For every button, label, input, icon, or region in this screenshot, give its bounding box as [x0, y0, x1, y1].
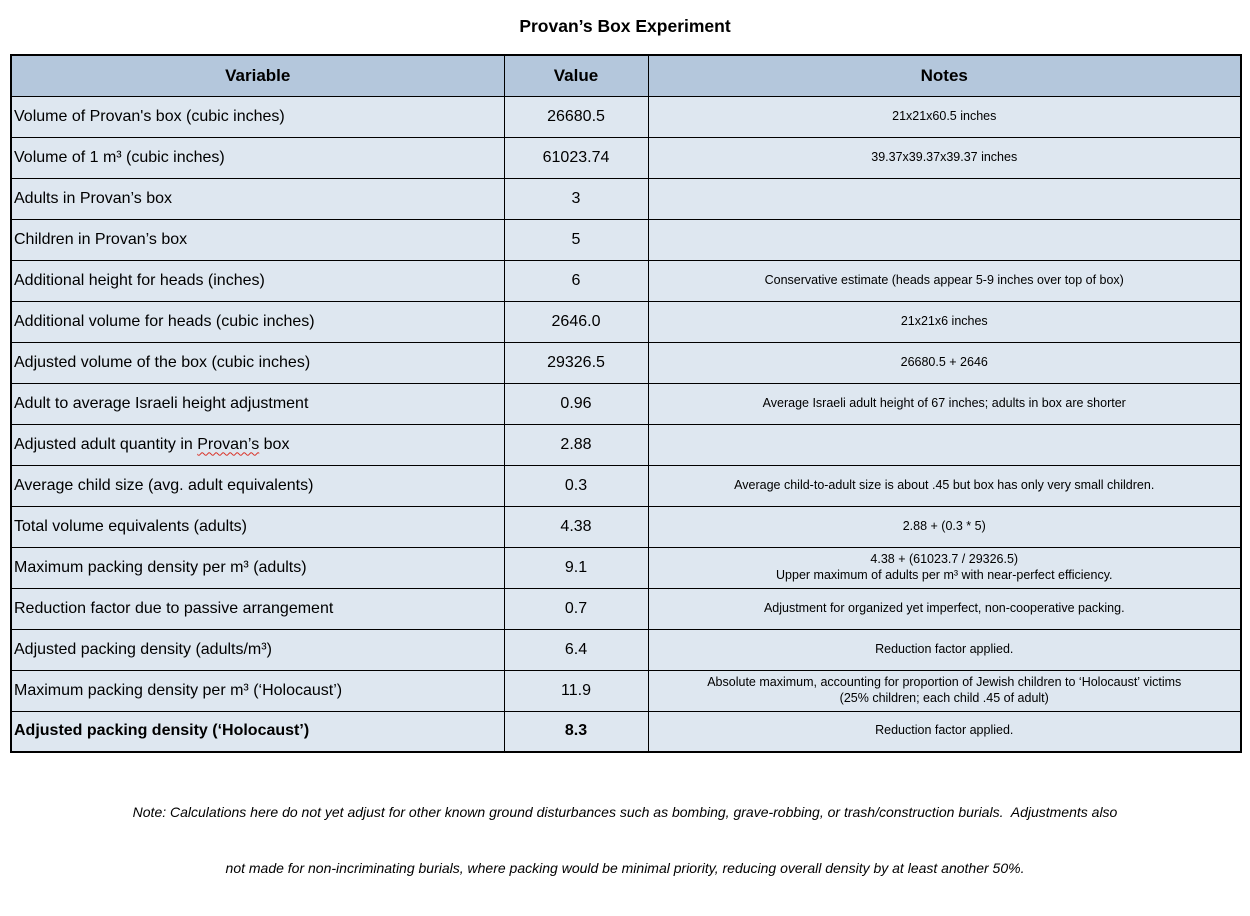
value-cell: 9.1: [503, 546, 649, 589]
footnote-line-2: not made for non-incriminating burials, …: [225, 860, 1025, 877]
value-cell: 2646.0: [503, 300, 649, 343]
table-row: Volume of 1 m³ (cubic inches) 61023.74 3…: [10, 136, 1242, 179]
value-cell: 5: [503, 218, 649, 261]
notes-cell: 21x21x60.5 inches: [647, 95, 1242, 138]
variable-cell: Average child size (avg. adult equivalen…: [10, 464, 505, 507]
document-page: Provan’s Box Experiment Variable Value N…: [10, 16, 1242, 876]
notes-cell: Average Israeli adult height of 67 inche…: [647, 382, 1242, 425]
notes-cell: Conservative estimate (heads appear 5-9 …: [647, 259, 1242, 302]
variable-cell: Maximum packing density per m³ (‘Holocau…: [10, 669, 505, 712]
variable-cell: Volume of Provan's box (cubic inches): [10, 95, 505, 138]
variable-cell: Adults in Provan’s box: [10, 177, 505, 220]
table-row: Total volume equivalents (adults) 4.38 2…: [10, 505, 1242, 548]
table-row: Reduction factor due to passive arrangem…: [10, 587, 1242, 630]
variable-cell: Additional height for heads (inches): [10, 259, 505, 302]
table-row: Additional volume for heads (cubic inche…: [10, 300, 1242, 343]
footnote: Note: Calculations here do not yet adjus…: [0, 765, 1250, 916]
notes-cell: Absolute maximum, accounting for proport…: [647, 669, 1242, 712]
value-cell: 4.38: [503, 505, 649, 548]
notes-cell: [647, 177, 1242, 220]
value-cell: 2.88: [503, 423, 649, 466]
notes-cell: 4.38 + (61023.7 / 29326.5) Upper maximum …: [647, 546, 1242, 589]
notes-cell: 26680.5 + 2646: [647, 341, 1242, 384]
table-row: Adjusted volume of the box (cubic inches…: [10, 341, 1242, 384]
notes-cell: [647, 423, 1242, 466]
value-cell: 0.3: [503, 464, 649, 507]
notes-cell: Reduction factor applied.: [647, 710, 1242, 753]
variable-cell: Adjusted packing density (‘Holocaust’): [10, 710, 505, 753]
misspelled-word: Provan’s: [197, 435, 260, 453]
notes-line-2: Upper maximum of adults per m³ with near…: [776, 567, 1113, 582]
variable-cell: Adjusted volume of the box (cubic inches…: [10, 341, 505, 384]
notes-cell: Average child-to-adult size is about .45…: [647, 464, 1242, 507]
table-row: Maximum packing density per m³ (‘Holocau…: [10, 669, 1242, 712]
table-row: Children in Provan’s box 5: [10, 218, 1242, 261]
table-row: Adjusted packing density (adults/m³) 6.4…: [10, 628, 1242, 671]
table-row: Adjusted adult quantity in Provan’s box …: [10, 423, 1242, 466]
value-cell: 6: [503, 259, 649, 302]
notes-cell: 21x21x6 inches: [647, 300, 1242, 343]
notes-line-1: 4.38 + (61023.7 / 29326.5): [870, 551, 1019, 566]
table-header-row: Variable Value Notes: [10, 54, 1242, 97]
value-cell: 26680.5: [503, 95, 649, 138]
value-cell: 6.4: [503, 628, 649, 671]
table-row: Adult to average Israeli height adjustme…: [10, 382, 1242, 425]
variable-cell: Children in Provan’s box: [10, 218, 505, 261]
variable-cell: Adjusted adult quantity in Provan’s box: [10, 423, 505, 466]
table-row: Average child size (avg. adult equivalen…: [10, 464, 1242, 507]
variable-cell: Additional volume for heads (cubic inche…: [10, 300, 505, 343]
value-cell: 8.3: [503, 710, 649, 753]
column-header-variable: Variable: [10, 54, 505, 97]
value-cell: 0.96: [503, 382, 649, 425]
notes-line-2: (25% children; each child .45 of adult): [839, 690, 1049, 705]
variable-text-prefix: Adjusted adult quantity in: [14, 435, 198, 453]
value-cell: 61023.74: [503, 136, 649, 179]
experiment-table: Variable Value Notes Volume of Provan's …: [10, 54, 1242, 753]
value-cell: 3: [503, 177, 649, 220]
notes-cell: Adjustment for organized yet imperfect, …: [647, 587, 1242, 630]
column-header-value: Value: [503, 54, 649, 97]
table-row: Additional height for heads (inches) 6 C…: [10, 259, 1242, 302]
column-header-notes: Notes: [647, 54, 1242, 97]
variable-cell: Total volume equivalents (adults): [10, 505, 505, 548]
variable-text-suffix: box: [259, 435, 290, 453]
table-row: Volume of Provan's box (cubic inches) 26…: [10, 95, 1242, 138]
notes-cell: [647, 218, 1242, 261]
notes-cell: Reduction factor applied.: [647, 628, 1242, 671]
table-row: Adults in Provan’s box 3: [10, 177, 1242, 220]
variable-cell: Maximum packing density per m³ (adults): [10, 546, 505, 589]
notes-cell: 39.37x39.37x39.37 inches: [647, 136, 1242, 179]
variable-cell: Reduction factor due to passive arrangem…: [10, 587, 505, 630]
value-cell: 0.7: [503, 587, 649, 630]
table-row-total: Adjusted packing density (‘Holocaust’) 8…: [10, 710, 1242, 753]
notes-cell: 2.88 + (0.3 * 5): [647, 505, 1242, 548]
page-title: Provan’s Box Experiment: [519, 16, 731, 36]
notes-line-1: Absolute maximum, accounting for proport…: [707, 674, 1182, 689]
variable-cell: Adult to average Israeli height adjustme…: [10, 382, 505, 425]
value-cell: 29326.5: [503, 341, 649, 384]
value-cell: 11.9: [503, 669, 649, 712]
table-row: Maximum packing density per m³ (adults) …: [10, 546, 1242, 589]
variable-cell: Volume of 1 m³ (cubic inches): [10, 136, 505, 179]
variable-cell: Adjusted packing density (adults/m³): [10, 628, 505, 671]
